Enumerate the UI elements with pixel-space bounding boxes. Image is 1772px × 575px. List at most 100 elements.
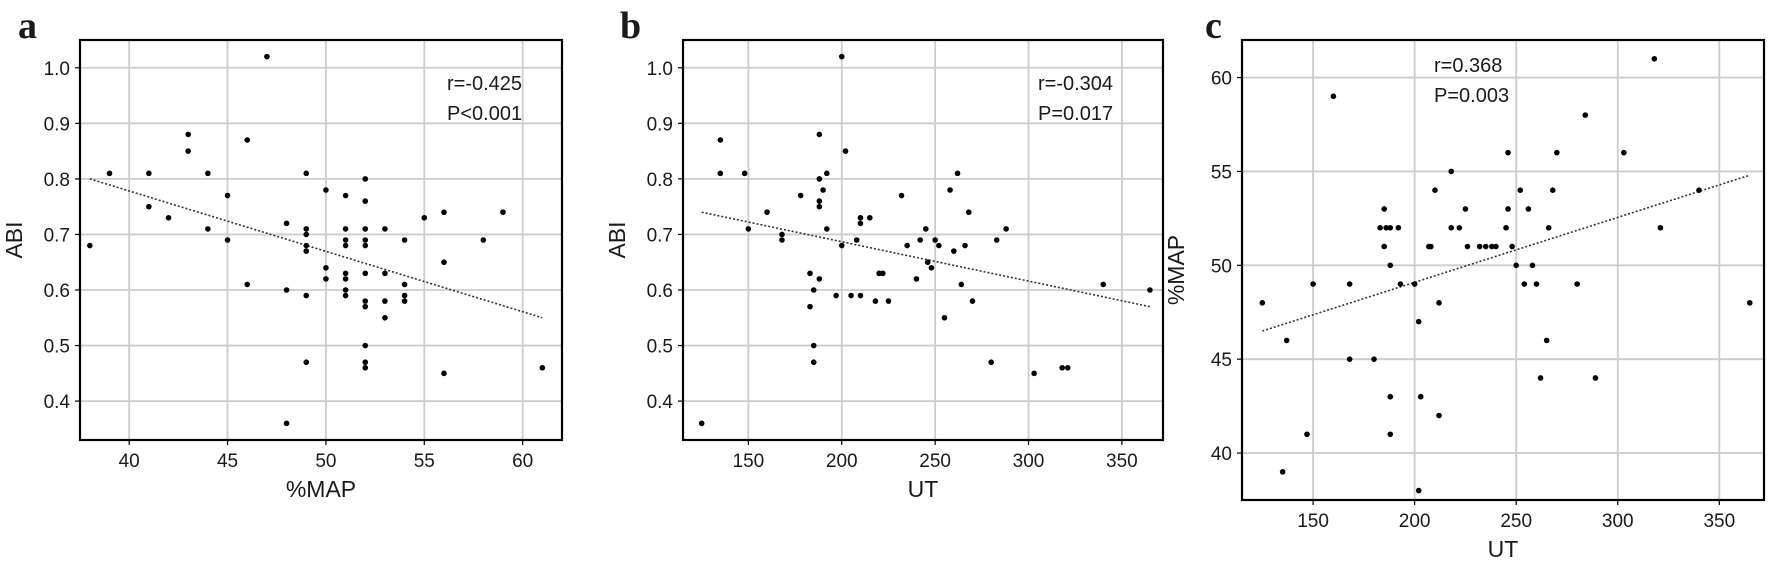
y-axis-title: ABI bbox=[604, 221, 630, 258]
data-point bbox=[185, 131, 192, 138]
data-point bbox=[303, 170, 310, 177]
data-point bbox=[1383, 224, 1390, 231]
data-point bbox=[362, 359, 369, 366]
data-point bbox=[779, 237, 785, 243]
data-point bbox=[824, 226, 830, 232]
data-point bbox=[816, 276, 823, 282]
data-point bbox=[1371, 356, 1377, 362]
data-point bbox=[342, 270, 349, 277]
data-point bbox=[362, 364, 369, 371]
data-point bbox=[857, 292, 864, 299]
data-point bbox=[264, 53, 270, 60]
data-point bbox=[807, 303, 813, 310]
data-point bbox=[303, 248, 310, 254]
data-point bbox=[539, 364, 546, 371]
panel-letter: c bbox=[1205, 5, 1222, 47]
data-point bbox=[1381, 206, 1387, 212]
data-point bbox=[303, 292, 310, 299]
data-point bbox=[993, 237, 1000, 243]
data-point bbox=[303, 242, 310, 249]
data-point bbox=[1592, 375, 1599, 381]
data-point bbox=[717, 137, 724, 143]
data-point bbox=[244, 281, 251, 288]
data-point bbox=[857, 214, 864, 221]
y-tick-label: 55 bbox=[1211, 162, 1232, 183]
data-point bbox=[441, 370, 447, 377]
data-point bbox=[923, 226, 929, 232]
data-point bbox=[1545, 224, 1552, 231]
x-tick-label: 350 bbox=[1106, 451, 1138, 472]
data-point bbox=[816, 203, 823, 210]
data-point bbox=[1696, 187, 1702, 194]
x-tick-label: 45 bbox=[217, 451, 238, 472]
data-point bbox=[362, 270, 369, 277]
data-point bbox=[1415, 318, 1422, 325]
data-point bbox=[848, 292, 854, 299]
data-point bbox=[362, 242, 369, 249]
data-point bbox=[954, 170, 961, 177]
data-point bbox=[1529, 262, 1536, 269]
data-point bbox=[362, 237, 369, 243]
x-tick-label: 40 bbox=[119, 451, 140, 472]
data-point bbox=[401, 292, 408, 299]
y-tick-label: 0.6 bbox=[44, 281, 70, 302]
data-point bbox=[807, 270, 813, 277]
data-point bbox=[838, 53, 845, 60]
data-point bbox=[205, 170, 211, 177]
data-point bbox=[810, 287, 817, 293]
data-point bbox=[1003, 226, 1009, 232]
data-point bbox=[1059, 364, 1065, 371]
data-point bbox=[165, 214, 172, 221]
x-tick-label: 200 bbox=[1399, 511, 1431, 532]
regression-line bbox=[1262, 174, 1751, 332]
p-value-label: P=0.017 bbox=[1038, 103, 1113, 125]
data-point bbox=[1283, 337, 1290, 344]
data-point bbox=[1279, 469, 1286, 475]
y-tick-label: 1.0 bbox=[647, 59, 673, 80]
data-point bbox=[820, 187, 826, 193]
x-tick-label: 300 bbox=[1602, 511, 1634, 532]
data-point bbox=[779, 231, 785, 238]
data-point bbox=[917, 237, 923, 243]
data-point bbox=[382, 270, 388, 277]
data-point bbox=[764, 209, 770, 216]
data-point bbox=[853, 237, 860, 243]
data-point bbox=[1259, 300, 1266, 306]
y-axis-title: %MAP bbox=[1163, 235, 1189, 305]
plot-frame bbox=[681, 38, 1165, 442]
data-point bbox=[382, 226, 388, 232]
plot-frame bbox=[1240, 38, 1766, 502]
x-axis-title: UT bbox=[1488, 536, 1519, 562]
data-point bbox=[1411, 281, 1418, 287]
data-point bbox=[362, 176, 369, 182]
y-tick-label: 0.5 bbox=[44, 337, 70, 358]
data-point bbox=[1464, 243, 1471, 250]
data-point bbox=[362, 226, 369, 232]
data-point bbox=[885, 298, 892, 304]
data-point bbox=[810, 342, 817, 349]
data-point bbox=[1381, 243, 1387, 250]
data-point bbox=[1505, 149, 1511, 156]
data-point bbox=[146, 170, 152, 177]
data-point bbox=[441, 259, 447, 266]
data-point bbox=[928, 264, 935, 271]
data-point bbox=[741, 170, 748, 177]
data-point bbox=[342, 292, 349, 299]
data-point bbox=[842, 148, 849, 154]
data-point bbox=[1456, 224, 1463, 231]
data-point bbox=[913, 276, 920, 282]
data-point bbox=[382, 298, 388, 304]
data-point bbox=[1476, 243, 1483, 250]
data-point bbox=[1397, 281, 1404, 287]
data-point bbox=[303, 226, 310, 232]
data-point bbox=[401, 237, 408, 243]
data-point bbox=[1436, 412, 1442, 419]
data-point bbox=[342, 242, 349, 249]
data-point bbox=[988, 359, 994, 366]
data-point bbox=[951, 248, 957, 254]
data-point bbox=[872, 298, 879, 304]
data-point bbox=[500, 209, 506, 216]
data-point bbox=[958, 281, 965, 288]
data-point bbox=[745, 226, 752, 232]
data-point bbox=[1746, 300, 1753, 306]
